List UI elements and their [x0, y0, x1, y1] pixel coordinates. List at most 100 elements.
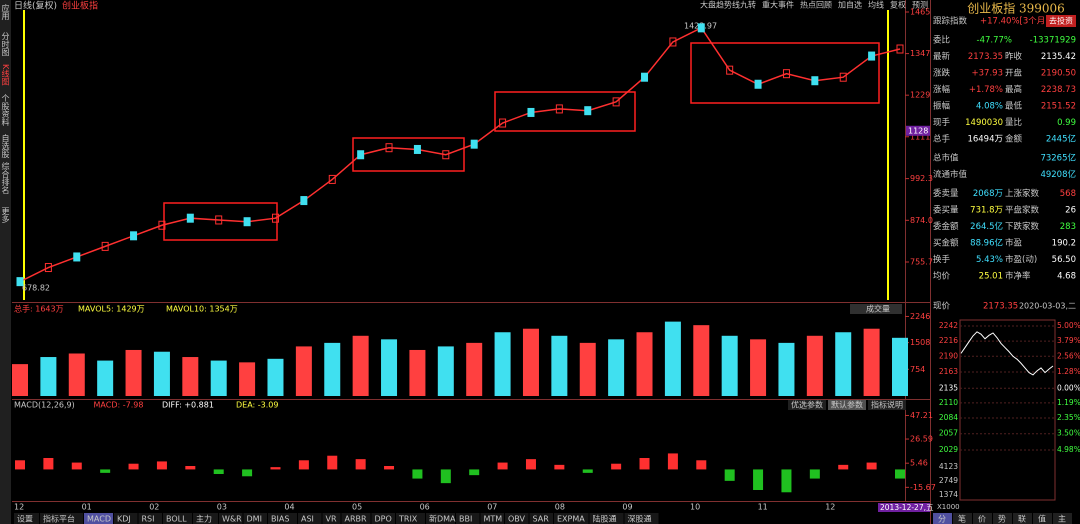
- intraday-tab-bg[interactable]: [993, 513, 1012, 524]
- bottom-tab-bg[interactable]: [219, 513, 243, 524]
- bottom-tab-bg[interactable]: [40, 513, 83, 524]
- bottom-tab-bg[interactable]: [426, 513, 455, 524]
- x-tick-label: 02: [149, 503, 159, 512]
- bottom-tab-bg[interactable]: [480, 513, 505, 524]
- candle: [271, 213, 279, 223]
- intraday-line: [960, 331, 1054, 376]
- y-tick-label: 2110: [939, 398, 958, 407]
- intraday-tab-bg[interactable]: [933, 513, 952, 524]
- volume-bar: [409, 349, 426, 396]
- candle: [328, 174, 336, 184]
- macd-bar: [753, 469, 764, 490]
- bottom-tab-bg[interactable]: [138, 513, 163, 524]
- quote-cell: 0.99: [1057, 118, 1076, 128]
- macd-button-bg[interactable]: [868, 400, 906, 410]
- macd-header: MACD(12,26,9): [14, 401, 75, 410]
- quote-cell: 731.8万: [970, 206, 1003, 216]
- bottom-tab-bg[interactable]: [505, 513, 529, 524]
- side-tab[interactable]: 应用: [1, 3, 10, 21]
- toolbar-button[interactable]: 复权: [890, 0, 906, 10]
- bottom-tab-bg[interactable]: [371, 513, 396, 524]
- volume-bar: [721, 335, 738, 396]
- intraday-tab: 势: [998, 514, 1006, 524]
- bottom-tab-bg[interactable]: [529, 513, 554, 524]
- macd-bar: [781, 469, 792, 493]
- quote-cell: 金额: [1005, 134, 1023, 145]
- y-tick-label: 2163: [939, 367, 958, 376]
- y-tick-label: 2242: [939, 321, 958, 330]
- intraday-tab-bg[interactable]: [1033, 513, 1052, 524]
- quote-cell: 2445亿: [1046, 134, 1076, 145]
- toolbar-button[interactable]: 均线: [868, 0, 884, 10]
- toolbar-button[interactable]: 重大事件: [762, 0, 794, 10]
- macd-button-bg[interactable]: [788, 400, 826, 410]
- bottom-tab: MTM: [484, 515, 503, 524]
- intraday-tab-bg[interactable]: [1053, 513, 1072, 524]
- volume-bar: [381, 339, 398, 396]
- bottom-tab-bg[interactable]: [163, 513, 192, 524]
- bottom-tab-bg[interactable]: [268, 513, 297, 524]
- side-tab[interactable]: K线图: [1, 64, 10, 86]
- bottom-tab-bg[interactable]: [589, 513, 624, 524]
- side-tab[interactable]: 更多: [1, 207, 10, 224]
- bottom-tab: DMI: [247, 515, 262, 524]
- candle: [555, 104, 563, 114]
- pct-tick-label: 5.00%: [1057, 321, 1080, 330]
- quote-cell: -13371929: [1030, 36, 1076, 46]
- volume-bar: [466, 342, 483, 396]
- quote-cell: 73265亿: [1040, 153, 1076, 164]
- candle: [726, 65, 734, 75]
- bottom-tab-bg[interactable]: [193, 513, 218, 524]
- quote-cell: 56.50: [1052, 255, 1076, 265]
- candle: [130, 231, 138, 241]
- side-tab[interactable]: 自选股: [1, 133, 10, 159]
- invest-button-bg[interactable]: [1046, 15, 1076, 27]
- side-tab[interactable]: 综合排名: [1, 161, 10, 195]
- volume-bar: [835, 332, 852, 396]
- bottom-tab-bg[interactable]: [341, 513, 371, 524]
- intraday-tab-bg[interactable]: [973, 513, 992, 524]
- toolbar-button[interactable]: 热点回顾: [800, 0, 832, 10]
- intraday-tab-bg[interactable]: [1013, 513, 1032, 524]
- bottom-tab: RSI: [142, 515, 155, 524]
- bottom-tab-bg[interactable]: [396, 513, 425, 524]
- macd-button-bg[interactable]: [828, 400, 866, 410]
- quote-cell: 2068万: [973, 189, 1003, 199]
- bottom-tab-bg[interactable]: [456, 513, 480, 524]
- intraday-tab: 主: [1058, 514, 1066, 524]
- quote-cell: 26: [1065, 206, 1076, 216]
- toolbar-button[interactable]: 预测: [912, 0, 928, 10]
- bottom-tab-bg[interactable]: [298, 513, 322, 524]
- macd-bar: [185, 466, 196, 470]
- quote-cell: 283: [1060, 222, 1076, 232]
- bottom-tab: 设置: [17, 514, 33, 524]
- x-tick-label: 10: [690, 503, 700, 512]
- quote-cell: -47.77%: [977, 36, 1012, 46]
- side-tab[interactable]: 分时图: [1, 32, 10, 57]
- bottom-tab-bg[interactable]: [554, 513, 589, 524]
- toolbar-button[interactable]: 大盘趋势线九转: [700, 0, 756, 10]
- candle: [527, 107, 535, 117]
- volume-bar: [750, 339, 767, 396]
- toolbar-button[interactable]: 加自选: [838, 0, 862, 10]
- bottom-tab-bg[interactable]: [624, 513, 659, 524]
- quote-cell: 总手: [933, 134, 951, 145]
- bottom-tab-bg[interactable]: [322, 513, 341, 524]
- side-tab[interactable]: 个股资料: [1, 94, 10, 127]
- bottom-tab: BBI: [459, 515, 472, 524]
- macd-bar: [270, 467, 281, 470]
- bottom-tab-bg[interactable]: [114, 513, 138, 524]
- price-line: [19, 26, 901, 283]
- volume-bar: [182, 357, 199, 396]
- macd-bar: [128, 463, 139, 470]
- bottom-tab-bg[interactable]: [14, 513, 39, 524]
- volume-button-bg[interactable]: [850, 304, 902, 314]
- bottom-tab-bg[interactable]: [243, 513, 268, 524]
- intraday-tab-bg[interactable]: [953, 513, 972, 524]
- vol-tick-label: 1374: [939, 490, 958, 499]
- highlight-box: [494, 91, 636, 132]
- bottom-tab-bg[interactable]: [84, 513, 113, 524]
- intraday-tab: 值: [1038, 514, 1046, 524]
- candle: [385, 143, 393, 153]
